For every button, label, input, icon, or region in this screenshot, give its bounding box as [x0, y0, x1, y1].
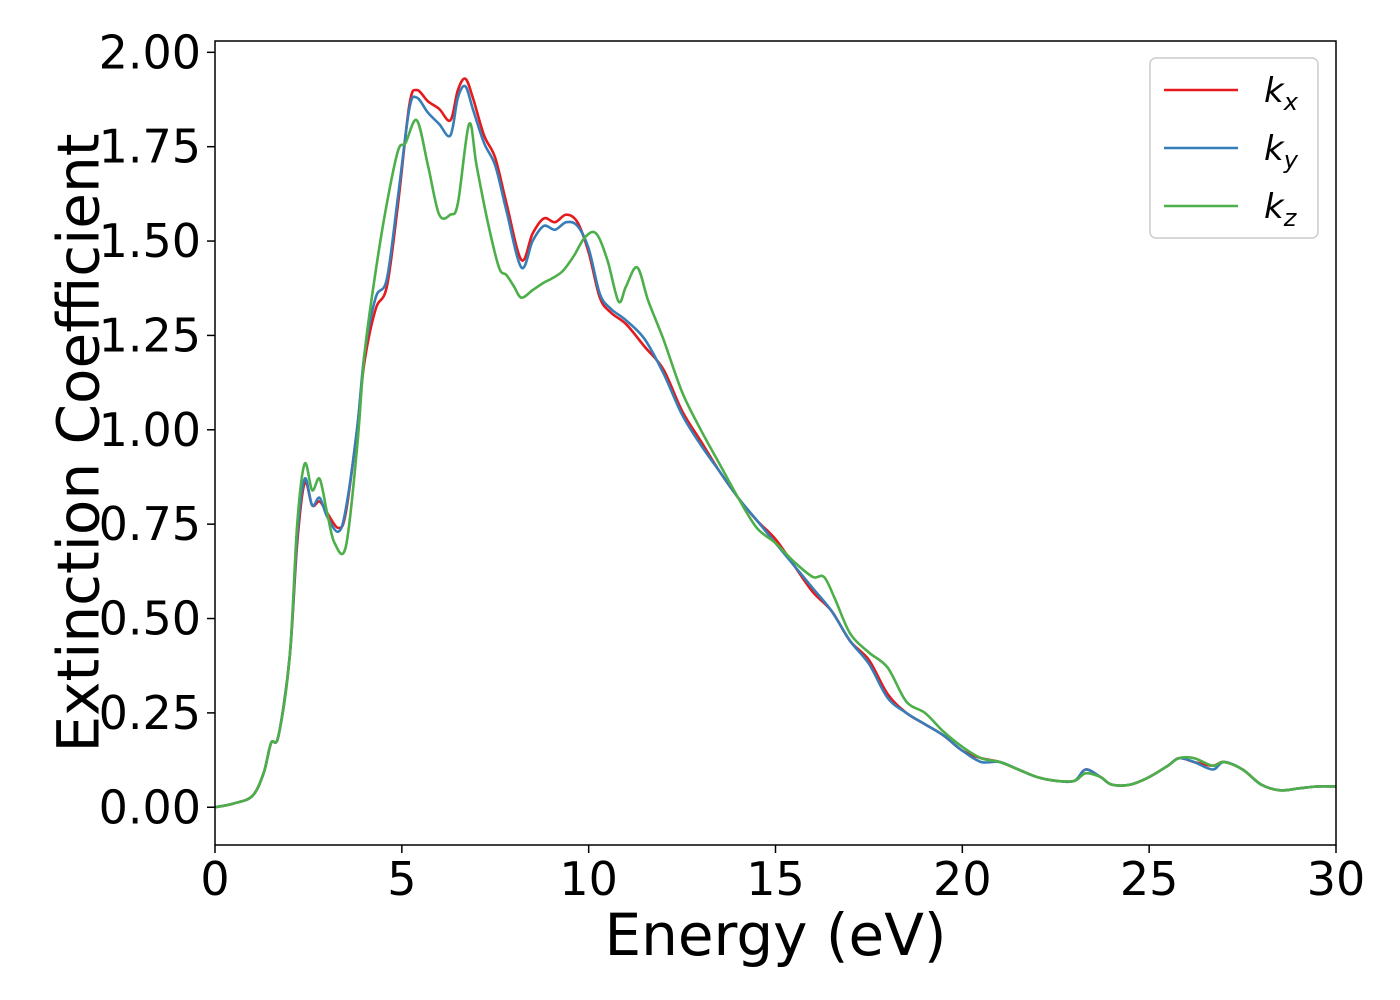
x-tick-label: 30 [1307, 852, 1366, 906]
series-line-kz [215, 118, 1336, 809]
y-tick-label: 0.50 [99, 592, 201, 646]
legend: kx ky kz [1149, 57, 1319, 239]
x-tick-label: 5 [387, 852, 416, 906]
y-axis: 0.00 0.25 0.50 0.75 1.00 1.25 1.50 1.75 2.00 [99, 25, 215, 834]
legend-label-kx: kx [1264, 71, 1299, 116]
y-tick-label: 1.75 [99, 120, 201, 174]
legend-label-kz: kz [1264, 187, 1298, 232]
x-tick-label: 0 [200, 852, 229, 906]
y-tick-label: 0.00 [99, 780, 201, 834]
legend-label-ky: ky [1264, 129, 1299, 174]
y-tick-label: 0.25 [99, 686, 201, 740]
x-tick-label: 25 [1120, 852, 1179, 906]
y-axis-label: Extinction Coefficient [44, 134, 112, 753]
y-tick-label: 1.25 [99, 308, 201, 362]
y-tick-label: 1.50 [99, 214, 201, 268]
x-axis: 0 5 10 15 20 25 30 [200, 845, 1365, 906]
x-tick-label: 10 [559, 852, 618, 906]
y-tick-label: 0.75 [99, 497, 201, 551]
y-tick-label: 1.00 [99, 403, 201, 457]
series-layer [215, 77, 1336, 809]
x-tick-label: 15 [746, 852, 805, 906]
x-axis-label: Energy (eV) [604, 901, 946, 969]
x-tick-label: 20 [933, 852, 992, 906]
y-tick-label: 2.00 [99, 25, 201, 79]
